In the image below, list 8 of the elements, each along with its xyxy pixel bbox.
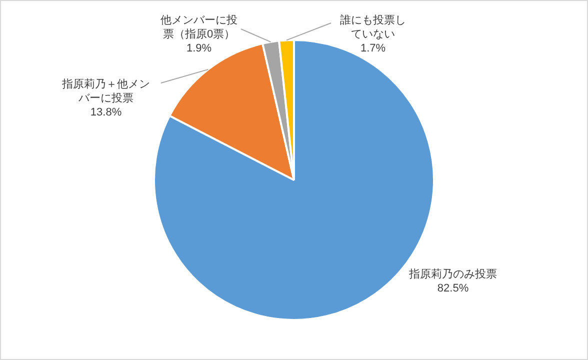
slice-label: 他メンバーに投票（指原0票） (160, 14, 238, 41)
slice-label: 指原莉乃のみ投票 (408, 268, 497, 281)
data-label: 82.5% (437, 282, 469, 295)
slice-label: 誰にも投票していない (340, 14, 406, 41)
slice-label: 指原莉乃＋他メンバーに投票 (61, 78, 150, 105)
data-label: 1.9% (186, 42, 212, 55)
data-label: 13.8% (90, 106, 122, 119)
data-label: 1.7% (360, 42, 386, 55)
